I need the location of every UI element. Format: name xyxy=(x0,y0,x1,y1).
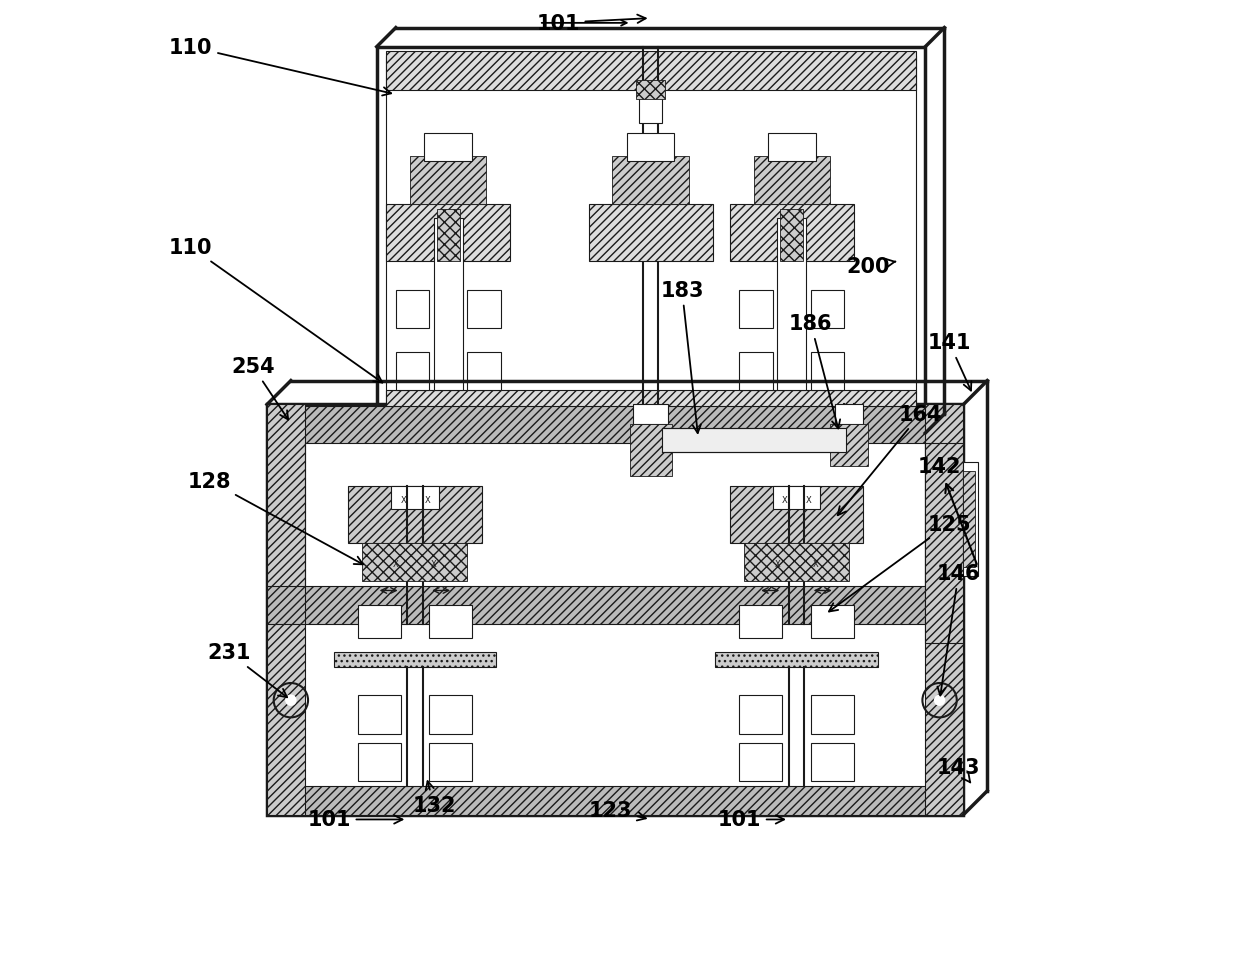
Bar xyxy=(267,407,963,443)
Text: 143: 143 xyxy=(937,758,981,782)
Text: X: X xyxy=(393,559,399,569)
Bar xyxy=(467,353,501,391)
Text: 101: 101 xyxy=(308,810,403,829)
Bar xyxy=(811,291,844,329)
Bar xyxy=(639,86,662,124)
Bar xyxy=(391,486,439,510)
Text: 200: 200 xyxy=(846,257,895,276)
Text: X: X xyxy=(432,559,436,569)
Bar xyxy=(963,472,975,567)
Text: 123: 123 xyxy=(589,801,646,821)
Bar xyxy=(634,405,667,424)
Bar xyxy=(739,605,782,639)
Bar xyxy=(387,57,915,424)
Text: X: X xyxy=(424,496,430,505)
Bar xyxy=(626,133,675,162)
Bar xyxy=(387,391,915,424)
Bar xyxy=(739,743,782,781)
Text: X: X xyxy=(812,559,818,569)
Bar xyxy=(830,424,868,467)
Text: 146: 146 xyxy=(937,564,981,696)
Text: 141: 141 xyxy=(928,334,971,391)
Bar xyxy=(613,157,688,205)
Circle shape xyxy=(285,695,296,706)
Bar xyxy=(630,424,672,476)
Bar xyxy=(963,462,978,577)
Bar xyxy=(429,743,472,781)
Bar xyxy=(348,486,481,543)
Text: 125: 125 xyxy=(830,515,971,612)
Bar xyxy=(768,133,816,162)
Bar xyxy=(780,210,804,262)
Bar xyxy=(925,405,963,815)
Text: 110: 110 xyxy=(169,238,382,383)
Bar xyxy=(729,486,863,543)
Bar xyxy=(357,743,401,781)
Bar xyxy=(835,405,863,424)
Text: 101: 101 xyxy=(536,14,646,33)
Text: 183: 183 xyxy=(660,281,704,434)
Text: X: X xyxy=(782,496,787,505)
Bar xyxy=(410,157,486,205)
Circle shape xyxy=(934,695,945,706)
Text: X: X xyxy=(806,496,812,505)
Bar xyxy=(925,443,963,643)
Text: 110: 110 xyxy=(169,38,391,96)
Bar xyxy=(773,486,821,510)
Bar xyxy=(429,696,472,734)
Text: 186: 186 xyxy=(789,314,841,429)
Bar xyxy=(811,696,853,734)
Bar xyxy=(396,353,429,391)
Bar xyxy=(636,81,665,100)
Bar xyxy=(811,743,853,781)
Bar xyxy=(396,291,429,329)
Text: 101: 101 xyxy=(718,810,784,829)
Bar xyxy=(387,205,511,262)
Text: 128: 128 xyxy=(188,472,363,565)
Bar xyxy=(729,205,853,262)
Bar xyxy=(424,133,472,162)
Bar xyxy=(387,52,915,91)
Bar xyxy=(739,696,782,734)
Bar xyxy=(334,653,496,667)
Bar xyxy=(777,219,806,391)
Bar xyxy=(754,157,830,205)
Bar xyxy=(267,405,305,815)
Bar xyxy=(429,605,472,639)
Bar xyxy=(377,48,925,434)
Bar xyxy=(436,210,460,262)
Text: 254: 254 xyxy=(231,357,288,420)
Text: 132: 132 xyxy=(412,781,456,815)
Bar xyxy=(267,405,963,815)
Bar xyxy=(467,291,501,329)
Bar xyxy=(357,696,401,734)
Bar xyxy=(739,291,773,329)
Text: 164: 164 xyxy=(838,405,942,516)
Bar xyxy=(662,429,846,453)
Bar xyxy=(715,653,878,667)
Text: X: X xyxy=(775,559,780,569)
Text: 231: 231 xyxy=(207,643,288,698)
Bar xyxy=(589,205,713,262)
Text: 142: 142 xyxy=(918,457,977,564)
Bar xyxy=(362,543,467,581)
Bar xyxy=(739,353,773,391)
Bar xyxy=(267,586,963,624)
Bar xyxy=(744,543,849,581)
Bar xyxy=(434,219,463,391)
Text: X: X xyxy=(401,496,407,505)
Bar xyxy=(267,786,963,815)
Bar xyxy=(811,605,853,639)
Bar xyxy=(811,353,844,391)
Bar xyxy=(357,605,401,639)
